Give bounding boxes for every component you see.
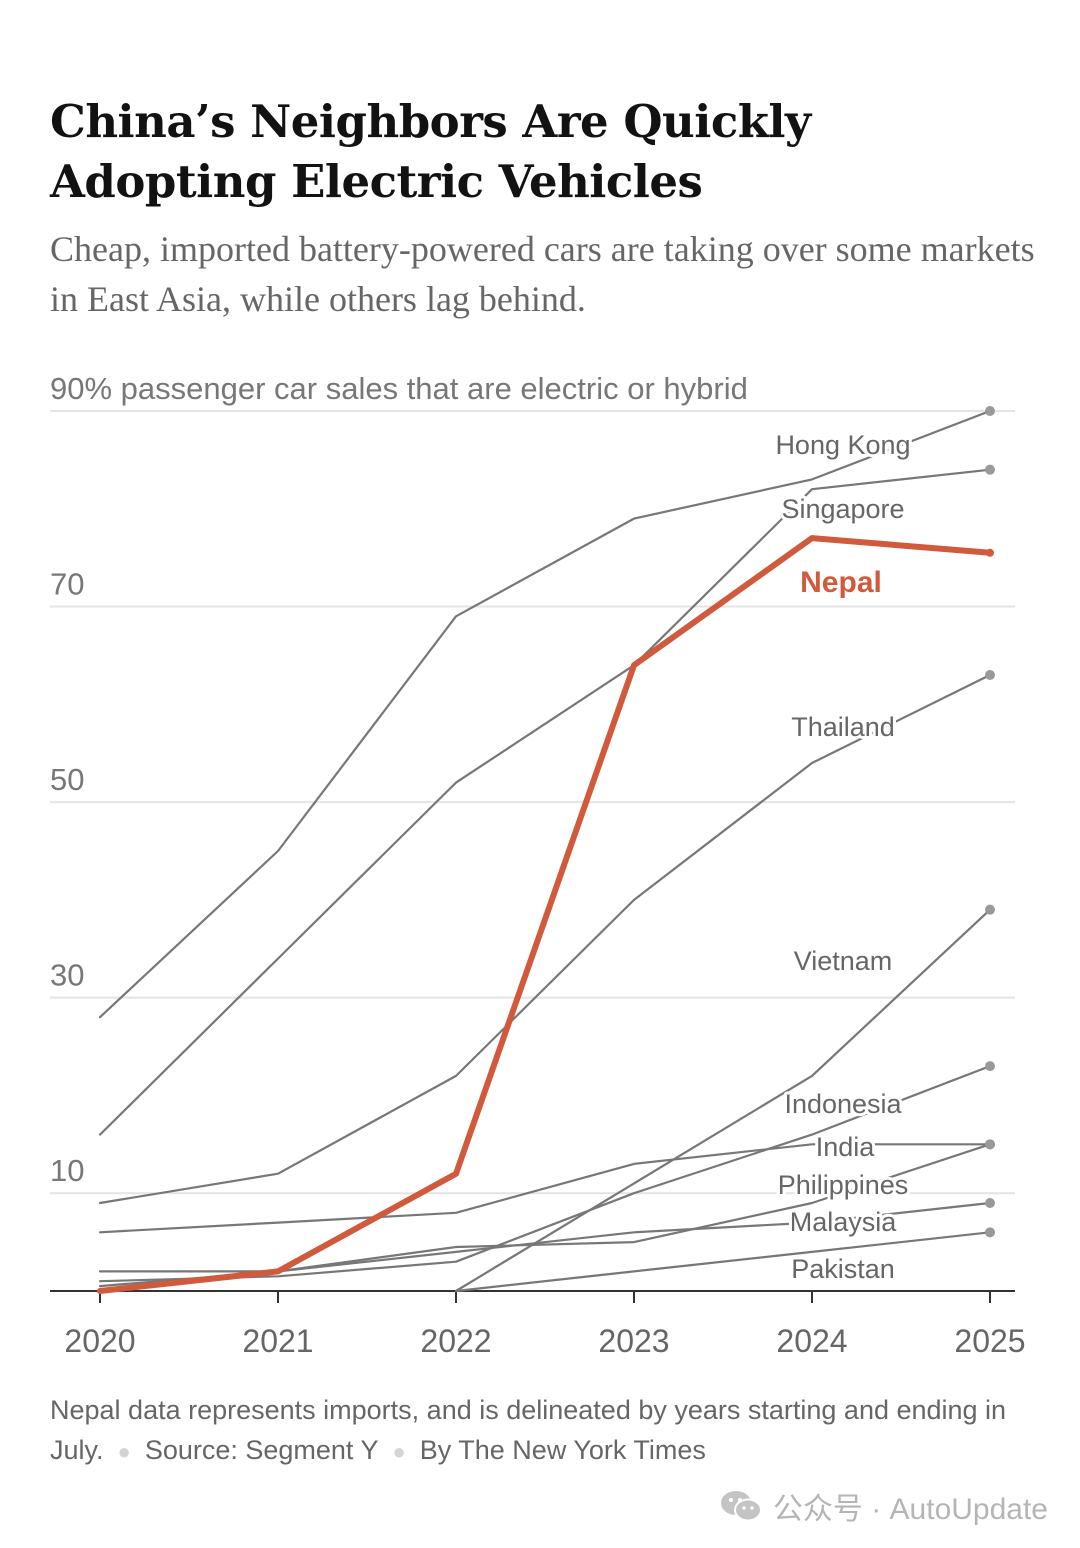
grid-lines <box>50 410 1015 1195</box>
y-tick-label: 10 <box>50 1153 84 1188</box>
separator-dot: ● <box>117 1439 131 1464</box>
series-line-philippines <box>98 1143 992 1273</box>
series-label-nepal: Nepal <box>800 566 882 599</box>
series-label-halo: Singapore <box>781 494 904 524</box>
end-marker-indonesia <box>985 1061 995 1072</box>
series-label-malaysia: Malaysia <box>790 1207 898 1237</box>
series-lines <box>98 409 992 1293</box>
x-axis: 2020 2021 2022 2023 2024 2025 <box>50 1290 1026 1359</box>
series-line-vietnam <box>454 908 992 1293</box>
series-label-vietnam: Vietnam <box>794 946 893 976</box>
footnote-byline: By The New York Times <box>419 1435 706 1465</box>
series-label-halo: Nepal <box>800 566 882 599</box>
y-tick-labels: 70 50 30 10 <box>50 567 84 1189</box>
series-label-halo: India <box>816 1132 876 1162</box>
series-label-thailand: Thailand <box>791 712 895 742</box>
end-marker-hong-kong <box>985 406 995 416</box>
y-axis-label: 90% passenger car sales that are electri… <box>50 371 748 406</box>
series-label-halo: Malaysia <box>790 1207 898 1237</box>
series-label-singapore: Singapore <box>781 494 904 524</box>
series-label-halo: Hong Kong <box>775 430 910 460</box>
x-tick-label: 2023 <box>598 1323 669 1359</box>
footnote: Nepal data represents imports, and is de… <box>50 1390 1010 1472</box>
end-marker-pakistan <box>985 1227 995 1238</box>
y-tick-label: 70 <box>50 567 84 602</box>
chart-title: China’s Neighbors Are Quickly Adopting E… <box>50 95 811 208</box>
end-marker-philippines <box>985 1139 995 1150</box>
series-label-pakistan: Pakistan <box>791 1254 895 1284</box>
y-tick-label: 30 <box>50 958 84 993</box>
series-end-markers <box>985 406 995 1238</box>
series-label-halo: Thailand <box>791 712 895 742</box>
series-line-india <box>98 1143 992 1234</box>
end-marker-vietnam <box>985 904 995 915</box>
series-line-pakistan <box>454 1231 992 1293</box>
series-label-philippines: Philippines <box>778 1170 909 1200</box>
footnote-note: Nepal data represents imports, and is de… <box>50 1395 1007 1465</box>
watermark-text: 公众号 · AutoUpdate <box>772 1493 1048 1526</box>
series-label-halo: Indonesia <box>784 1089 902 1119</box>
series-label-hong-kong: Hong Kong <box>775 430 910 460</box>
y-tick-label: 50 <box>50 762 84 797</box>
series-label-india: India <box>816 1132 876 1162</box>
footnote-source: Source: Segment Y <box>144 1435 379 1465</box>
x-tick-label: 2024 <box>776 1323 847 1359</box>
series-line-nepal <box>97 535 993 1294</box>
watermark: 公众号 · AutoUpdate <box>719 1484 1048 1528</box>
x-tick-label: 2021 <box>242 1323 313 1359</box>
x-tick-label: 2022 <box>420 1323 491 1359</box>
x-tick-label: 2025 <box>954 1323 1025 1359</box>
highlight-line <box>97 535 993 1294</box>
series-line-hong-kong <box>98 409 992 1019</box>
series-label-halo: Philippines <box>778 1170 909 1200</box>
end-marker-malaysia <box>985 1198 995 1208</box>
series-label-halo: Pakistan <box>791 1254 895 1284</box>
end-marker-singapore <box>985 464 995 475</box>
end-marker-nepal <box>986 548 994 557</box>
series-line-thailand <box>98 673 992 1205</box>
series-line-singapore <box>98 468 992 1136</box>
chart-subtitle: Cheap, imported battery-powered cars are… <box>50 229 1035 319</box>
series-label-halo: Vietnam <box>794 946 893 976</box>
x-tick-label: 2020 <box>64 1323 135 1359</box>
end-marker-thailand <box>985 670 995 680</box>
wechat-icon <box>720 1491 762 1522</box>
series-label-indonesia: Indonesia <box>784 1089 902 1119</box>
separator-dot: ● <box>392 1439 406 1464</box>
